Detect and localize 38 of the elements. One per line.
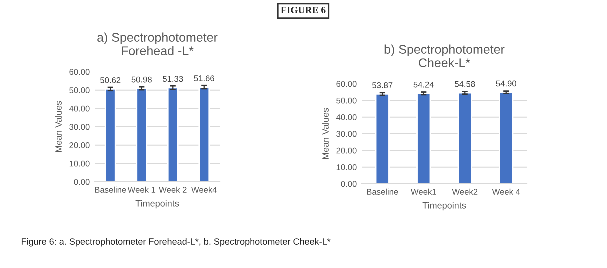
y-tick-label: 40.00 xyxy=(336,114,357,120)
x-axis-title: Timepoints xyxy=(136,200,180,209)
x-tick-label: Week 1 xyxy=(128,186,156,193)
y-tick-label: 40.00 xyxy=(69,106,90,112)
y-tick-label: 20.00 xyxy=(70,142,90,148)
x-axis-title: Timepoints xyxy=(422,202,466,211)
x-tick-label: Week 4 xyxy=(492,188,520,195)
x-tick-label: Baseline xyxy=(367,188,398,195)
x-tick-label: Baseline xyxy=(95,186,126,193)
data-label: 51.66 xyxy=(194,76,214,82)
chart-title: b) Spectrophotometer Cheek-L* xyxy=(384,44,505,68)
y-axis-title: Mean Values xyxy=(322,108,329,160)
y-axis-title: Mean Values xyxy=(55,101,62,152)
data-label: 54.90 xyxy=(496,80,516,87)
x-tick-label: Week4 xyxy=(192,186,218,193)
data-label: 54.58 xyxy=(455,81,476,88)
data-label: 50.62 xyxy=(100,77,121,84)
y-tick-label: 0.00 xyxy=(341,181,357,188)
y-tick-label: 30.00 xyxy=(70,124,90,130)
x-tick-label: Week2 xyxy=(452,188,478,195)
data-label: 53.87 xyxy=(372,82,393,88)
data-label: 51.33 xyxy=(163,76,184,82)
x-tick-label: Week 2 xyxy=(159,186,187,193)
caption: Figure 6: a. Spectrophotometer Forehead-L*, b. Spectrophotometer Cheek-L* xyxy=(22,238,331,247)
y-tick-label: 50.00 xyxy=(336,98,357,104)
y-tick-label: 50.00 xyxy=(70,88,90,94)
data-label: 54.24 xyxy=(414,82,434,88)
chart-title: a) Spectrophotometer Forehead -L* xyxy=(98,32,218,56)
y-tick-label: 0.00 xyxy=(74,179,90,186)
y-tick-label: 60.00 xyxy=(336,81,357,88)
caption: FIGURE 6 xyxy=(281,7,326,14)
y-tick-label: 30.00 xyxy=(336,131,357,138)
data-label: 50.98 xyxy=(132,76,152,83)
y-tick-label: 20.00 xyxy=(336,148,357,154)
y-tick-label: 60.00 xyxy=(70,69,90,76)
x-tick-label: Week1 xyxy=(411,188,436,195)
y-tick-label: 10.00 xyxy=(70,160,90,167)
y-tick-label: 10.00 xyxy=(336,164,357,170)
